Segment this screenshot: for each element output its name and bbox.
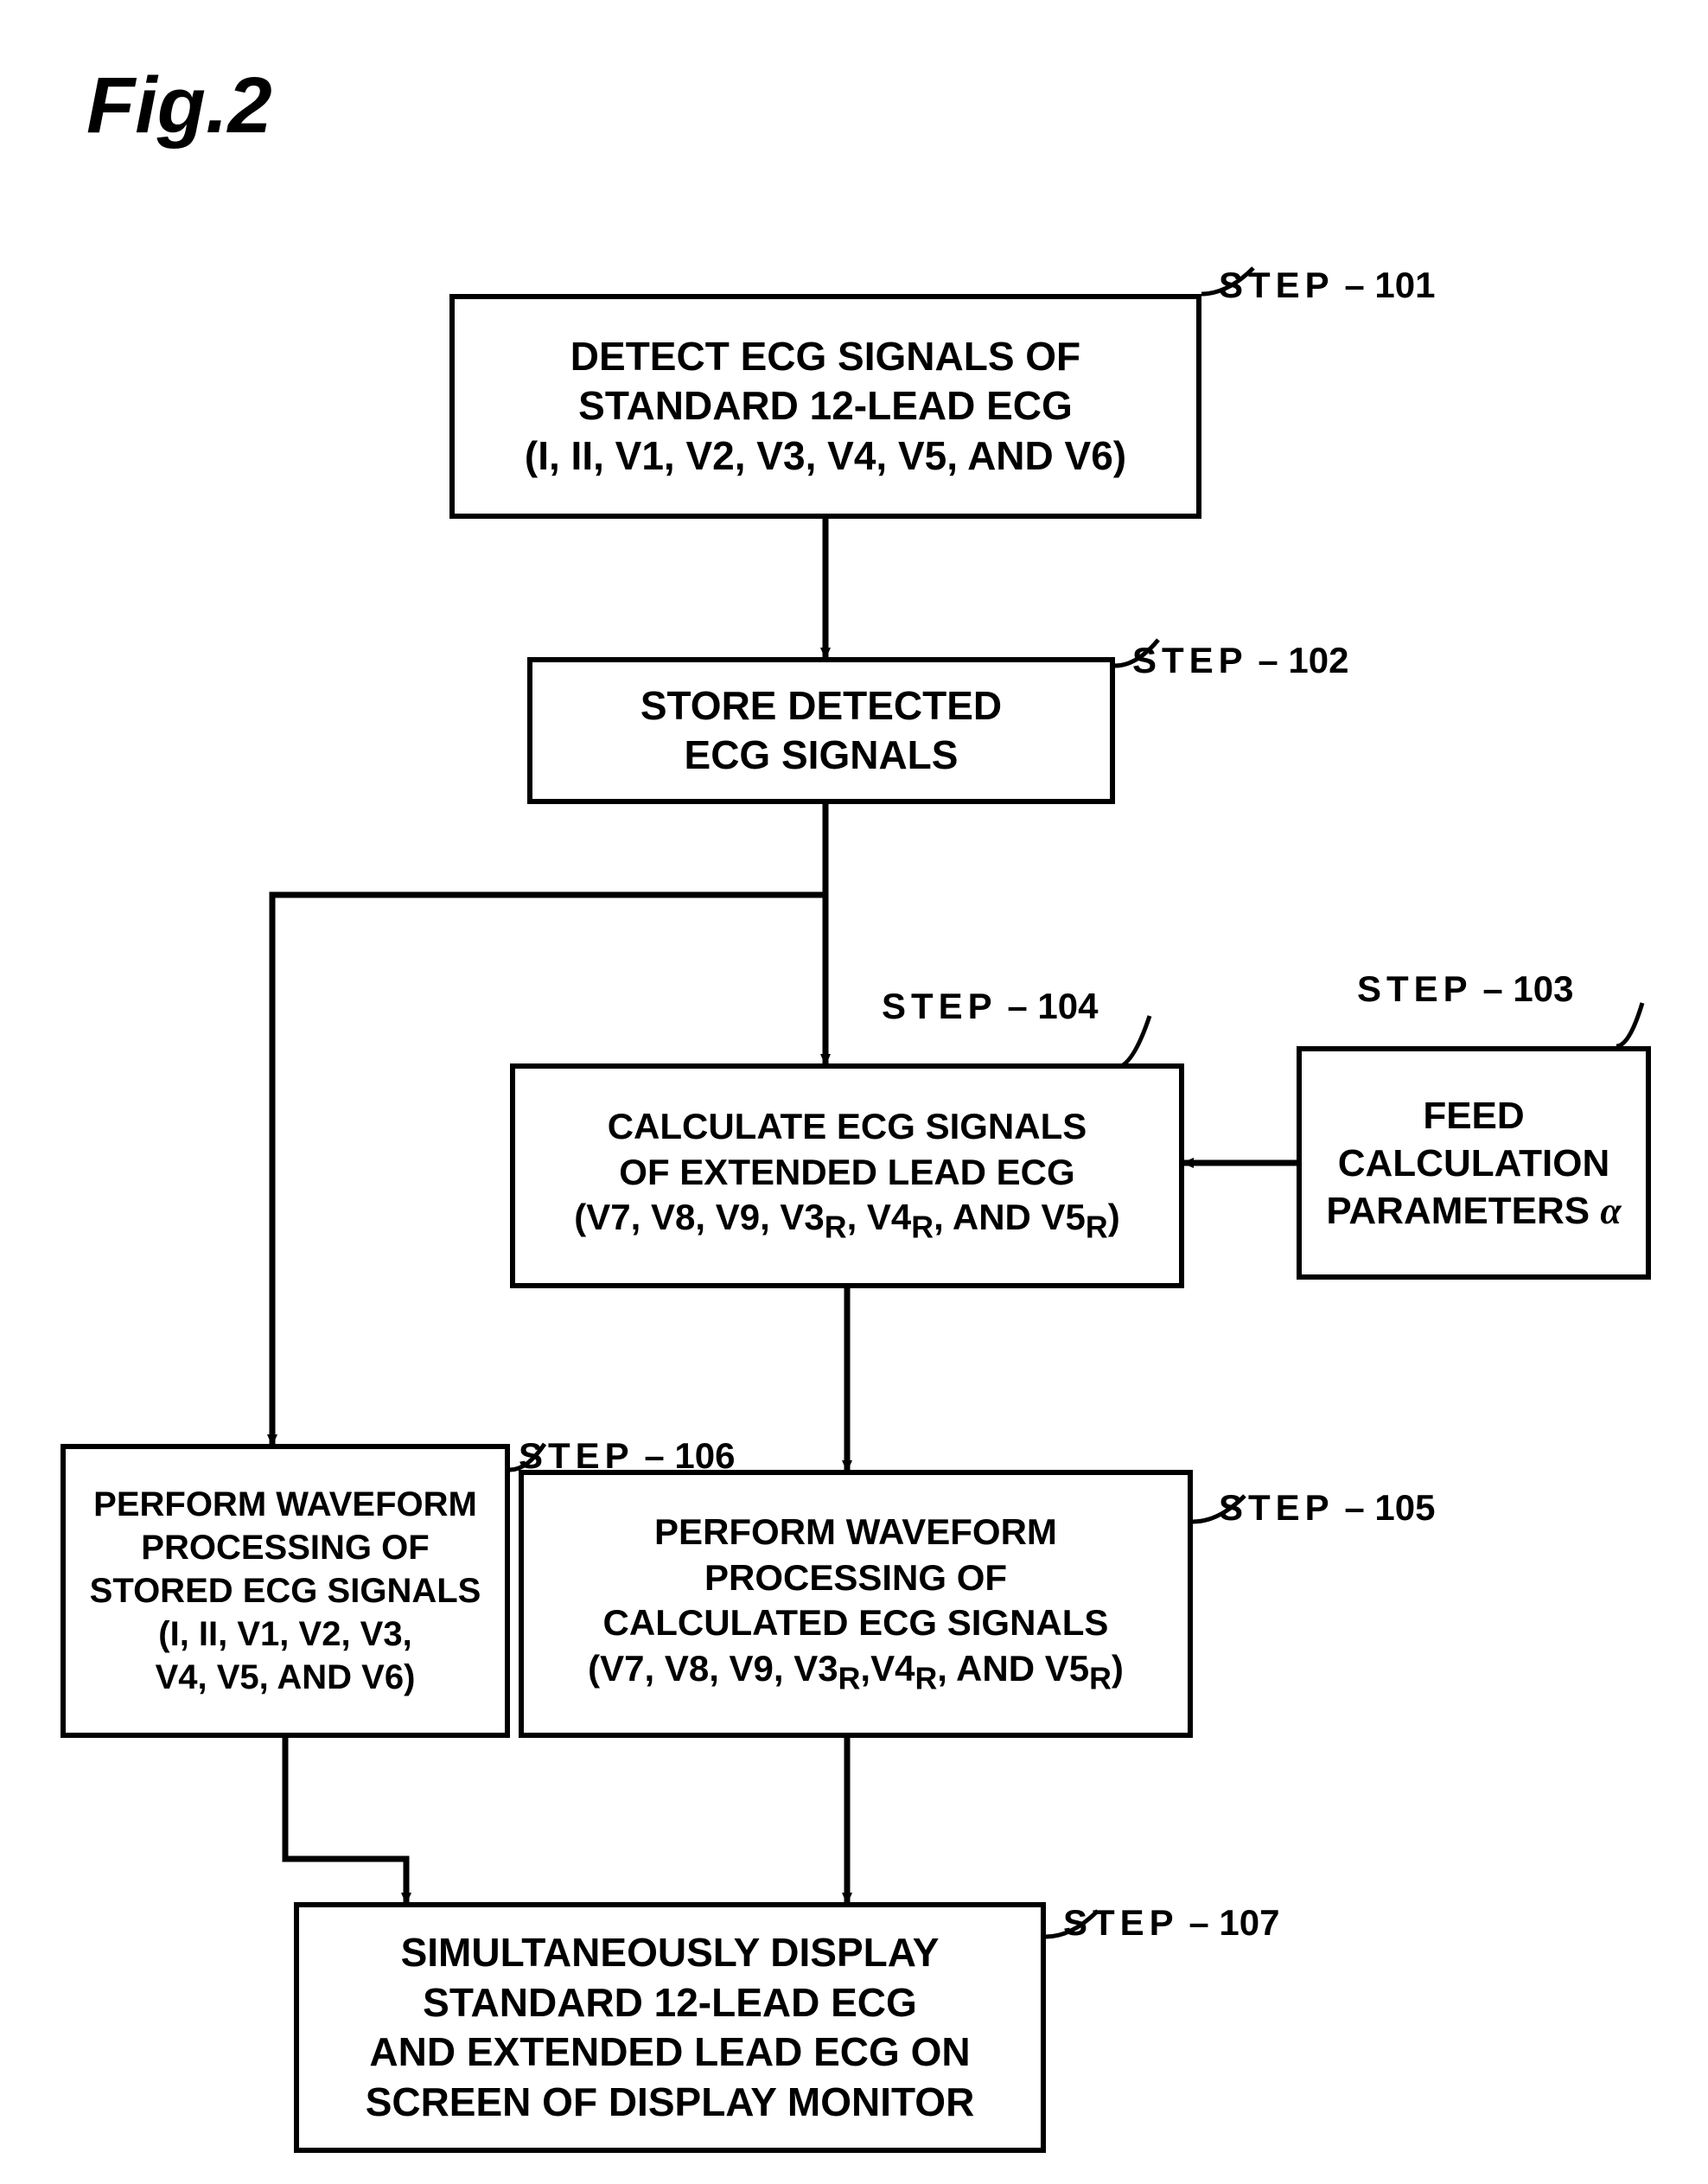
- step-104-label: STEP – 104: [882, 986, 1098, 1027]
- step-105-box: PERFORM WAVEFORMPROCESSING OFCALCULATED …: [519, 1470, 1193, 1738]
- step-102-label: STEP – 102: [1132, 640, 1348, 681]
- leader-s104: [1115, 1016, 1150, 1068]
- step-106-label: STEP – 106: [519, 1435, 735, 1477]
- figure-canvas: Fig.2 DETECT ECG SIGNALS OFSTANDARD 12-L…: [0, 0, 1708, 2184]
- step-103-label: STEP – 103: [1357, 968, 1573, 1010]
- step-106-box: PERFORM WAVEFORMPROCESSING OFSTORED ECG …: [61, 1444, 510, 1738]
- step-107-box: SIMULTANEOUSLY DISPLAYSTANDARD 12-LEAD E…: [294, 1902, 1046, 2153]
- step-103-box: FEEDCALCULATIONPARAMETERS α: [1297, 1046, 1651, 1280]
- step-107-label: STEP – 107: [1063, 1902, 1279, 1944]
- step-104-box: CALCULATE ECG SIGNALSOF EXTENDED LEAD EC…: [510, 1063, 1184, 1288]
- leader-s103: [1616, 1003, 1642, 1046]
- step-105-label: STEP – 105: [1219, 1487, 1435, 1529]
- step-101-label: STEP – 101: [1219, 265, 1435, 306]
- step-101-box: DETECT ECG SIGNALS OFSTANDARD 12-LEAD EC…: [449, 294, 1201, 519]
- edge-s106-s107: [285, 1738, 406, 1902]
- step-102-box: STORE DETECTEDECG SIGNALS: [527, 657, 1115, 804]
- figure-title: Fig.2: [86, 61, 272, 151]
